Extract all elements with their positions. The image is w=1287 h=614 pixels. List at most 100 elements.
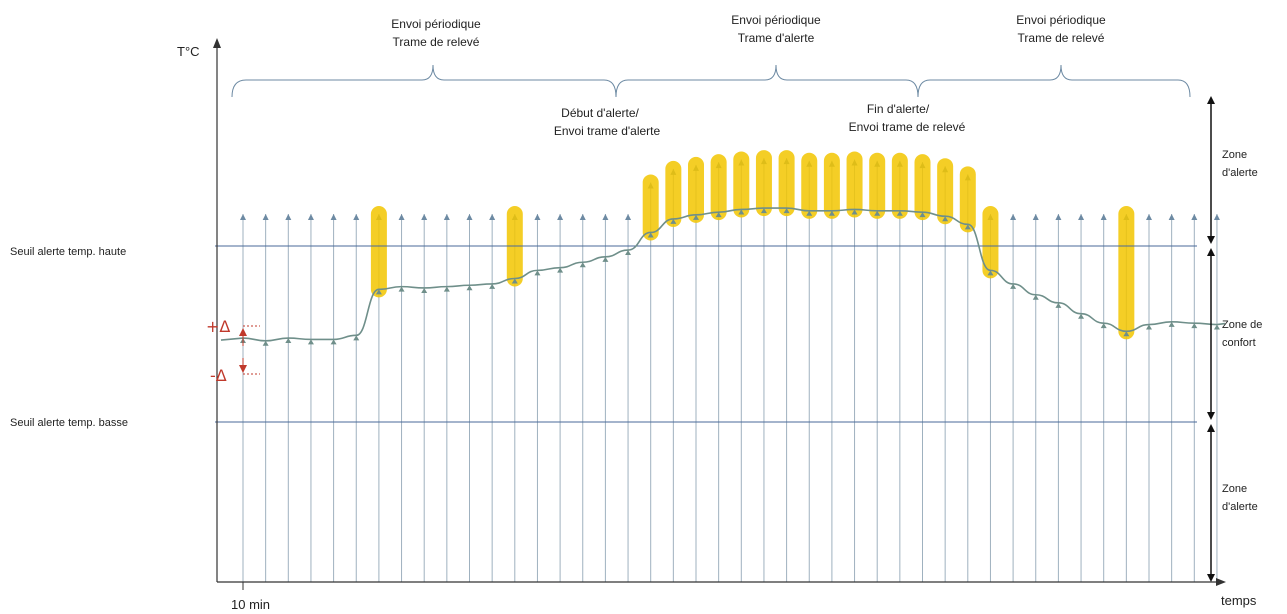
sent-frame-highlight: [937, 158, 954, 225]
delta-plus: +Δ: [206, 317, 230, 336]
sent-frame-highlight: [778, 150, 795, 217]
sample-arrowhead: [398, 214, 405, 220]
sample-point: [874, 210, 881, 216]
sample-arrowhead: [1168, 214, 1175, 220]
sample-point: [466, 285, 473, 291]
zone-middle-line2: confort: [1222, 337, 1256, 349]
delta-minus: -Δ: [210, 366, 227, 385]
sample-arrowhead: [1100, 214, 1107, 220]
sample-arrowhead: [1191, 214, 1198, 220]
sample-arrowhead: [625, 214, 632, 220]
sample-point: [330, 339, 337, 345]
sample-point: [398, 286, 405, 292]
time-step-label: 10 min: [231, 597, 270, 612]
sent-frame-highlight: [959, 166, 976, 233]
temperature-curve-line: [220, 207, 1226, 342]
sample-arrowhead: [602, 214, 609, 220]
sample-point: [489, 283, 496, 289]
sample-point: [1100, 323, 1107, 329]
phase-1-line1: Envoi périodique: [391, 17, 481, 31]
temperature-curve: [220, 207, 1226, 342]
sample-points: [240, 208, 1220, 346]
sample-point: [806, 210, 813, 216]
sample-point: [942, 216, 949, 222]
sample-point: [421, 287, 428, 293]
sample-arrowhead: [489, 214, 496, 220]
sample-point: [760, 208, 767, 214]
sample-point: [375, 289, 382, 295]
sample-point: [625, 250, 632, 256]
sample-arrowhead: [262, 214, 269, 220]
sample-point: [1146, 324, 1152, 330]
sample-point: [1168, 321, 1175, 327]
sample-point: [602, 256, 609, 262]
sample-arrowhead: [240, 214, 246, 220]
alert-end-line1: Fin d'alerte/: [867, 102, 930, 116]
phase-1-line2: Trame de relevé: [393, 35, 480, 49]
zone-bottom-line1: Zone: [1222, 483, 1247, 495]
sample-point: [919, 212, 926, 218]
sample-arrowhead: [330, 214, 337, 220]
sample-point: [783, 208, 790, 214]
zone-middle-line1: Zone de: [1222, 319, 1262, 331]
x-axis-label: temps: [1221, 593, 1257, 608]
zone-top-line1: Zone: [1222, 149, 1247, 161]
sample-point: [285, 338, 292, 344]
x-axis: [217, 578, 1226, 586]
sample-point: [1010, 283, 1017, 289]
alert-start-line2: Envoi trame d'alerte: [554, 124, 661, 138]
sent-frame-highlight: [846, 151, 863, 218]
sent-frame-highlight: [642, 174, 659, 241]
zone-top-line2: d'alerte: [1222, 167, 1258, 179]
phase-2-line1: Envoi périodique: [731, 13, 821, 27]
sample-arrowhead: [353, 214, 360, 220]
sample-point: [579, 262, 586, 268]
low-threshold-label: Seuil alerte temp. basse: [10, 417, 128, 429]
sample-point: [353, 335, 360, 341]
sample-point: [670, 218, 677, 224]
y-axis-label: T°C: [177, 44, 200, 59]
sample-point: [896, 210, 903, 216]
sample-arrowhead: [1032, 214, 1039, 220]
alert-start-line1: Début d'alerte/: [561, 106, 639, 120]
sample-point: [443, 286, 450, 292]
sample-point: [1191, 323, 1198, 329]
sent-frame-highlight: [914, 154, 931, 221]
sample-point: [1032, 294, 1039, 300]
sample-arrowhead: [1055, 214, 1062, 220]
sample-arrowhead: [443, 214, 450, 220]
sample-point: [1213, 324, 1220, 330]
sample-point: [1078, 313, 1085, 319]
sent-frame-highlight: [665, 160, 682, 227]
phase-3-line1: Envoi périodique: [1016, 13, 1106, 27]
phase-3-line2: Trame de relevé: [1018, 31, 1105, 45]
sent-frame-highlights: [370, 150, 1135, 340]
sample-arrowhead: [534, 214, 541, 220]
sample-point: [1055, 302, 1062, 308]
sample-arrowhead: [1146, 214, 1152, 220]
sent-frame-highlight: [1118, 206, 1135, 340]
sent-frame-highlight: [982, 206, 999, 279]
sample-arrowhead: [579, 214, 586, 220]
sent-frame-highlight: [823, 152, 840, 219]
sample-point: [262, 340, 269, 346]
sample-point: [647, 232, 654, 238]
sample-arrowhead: [466, 214, 473, 220]
zone-arrows: [1207, 96, 1215, 582]
sample-point: [828, 210, 835, 216]
delta-band: +Δ -Δ: [206, 317, 260, 385]
sample-point: [1123, 331, 1130, 337]
sample-lines: [240, 158, 1220, 582]
sample-point: [511, 278, 518, 284]
sample-point: [851, 209, 858, 215]
sent-frame-highlight: [869, 152, 886, 219]
sample-arrowhead: [307, 214, 314, 220]
sample-point: [738, 209, 745, 215]
phase-2-line2: Trame d'alerte: [738, 31, 815, 45]
y-axis: [213, 38, 221, 582]
sample-arrowhead: [1213, 214, 1220, 220]
sample-arrowhead: [1078, 214, 1085, 220]
sample-point: [964, 224, 971, 230]
sample-arrowhead: [557, 214, 564, 220]
